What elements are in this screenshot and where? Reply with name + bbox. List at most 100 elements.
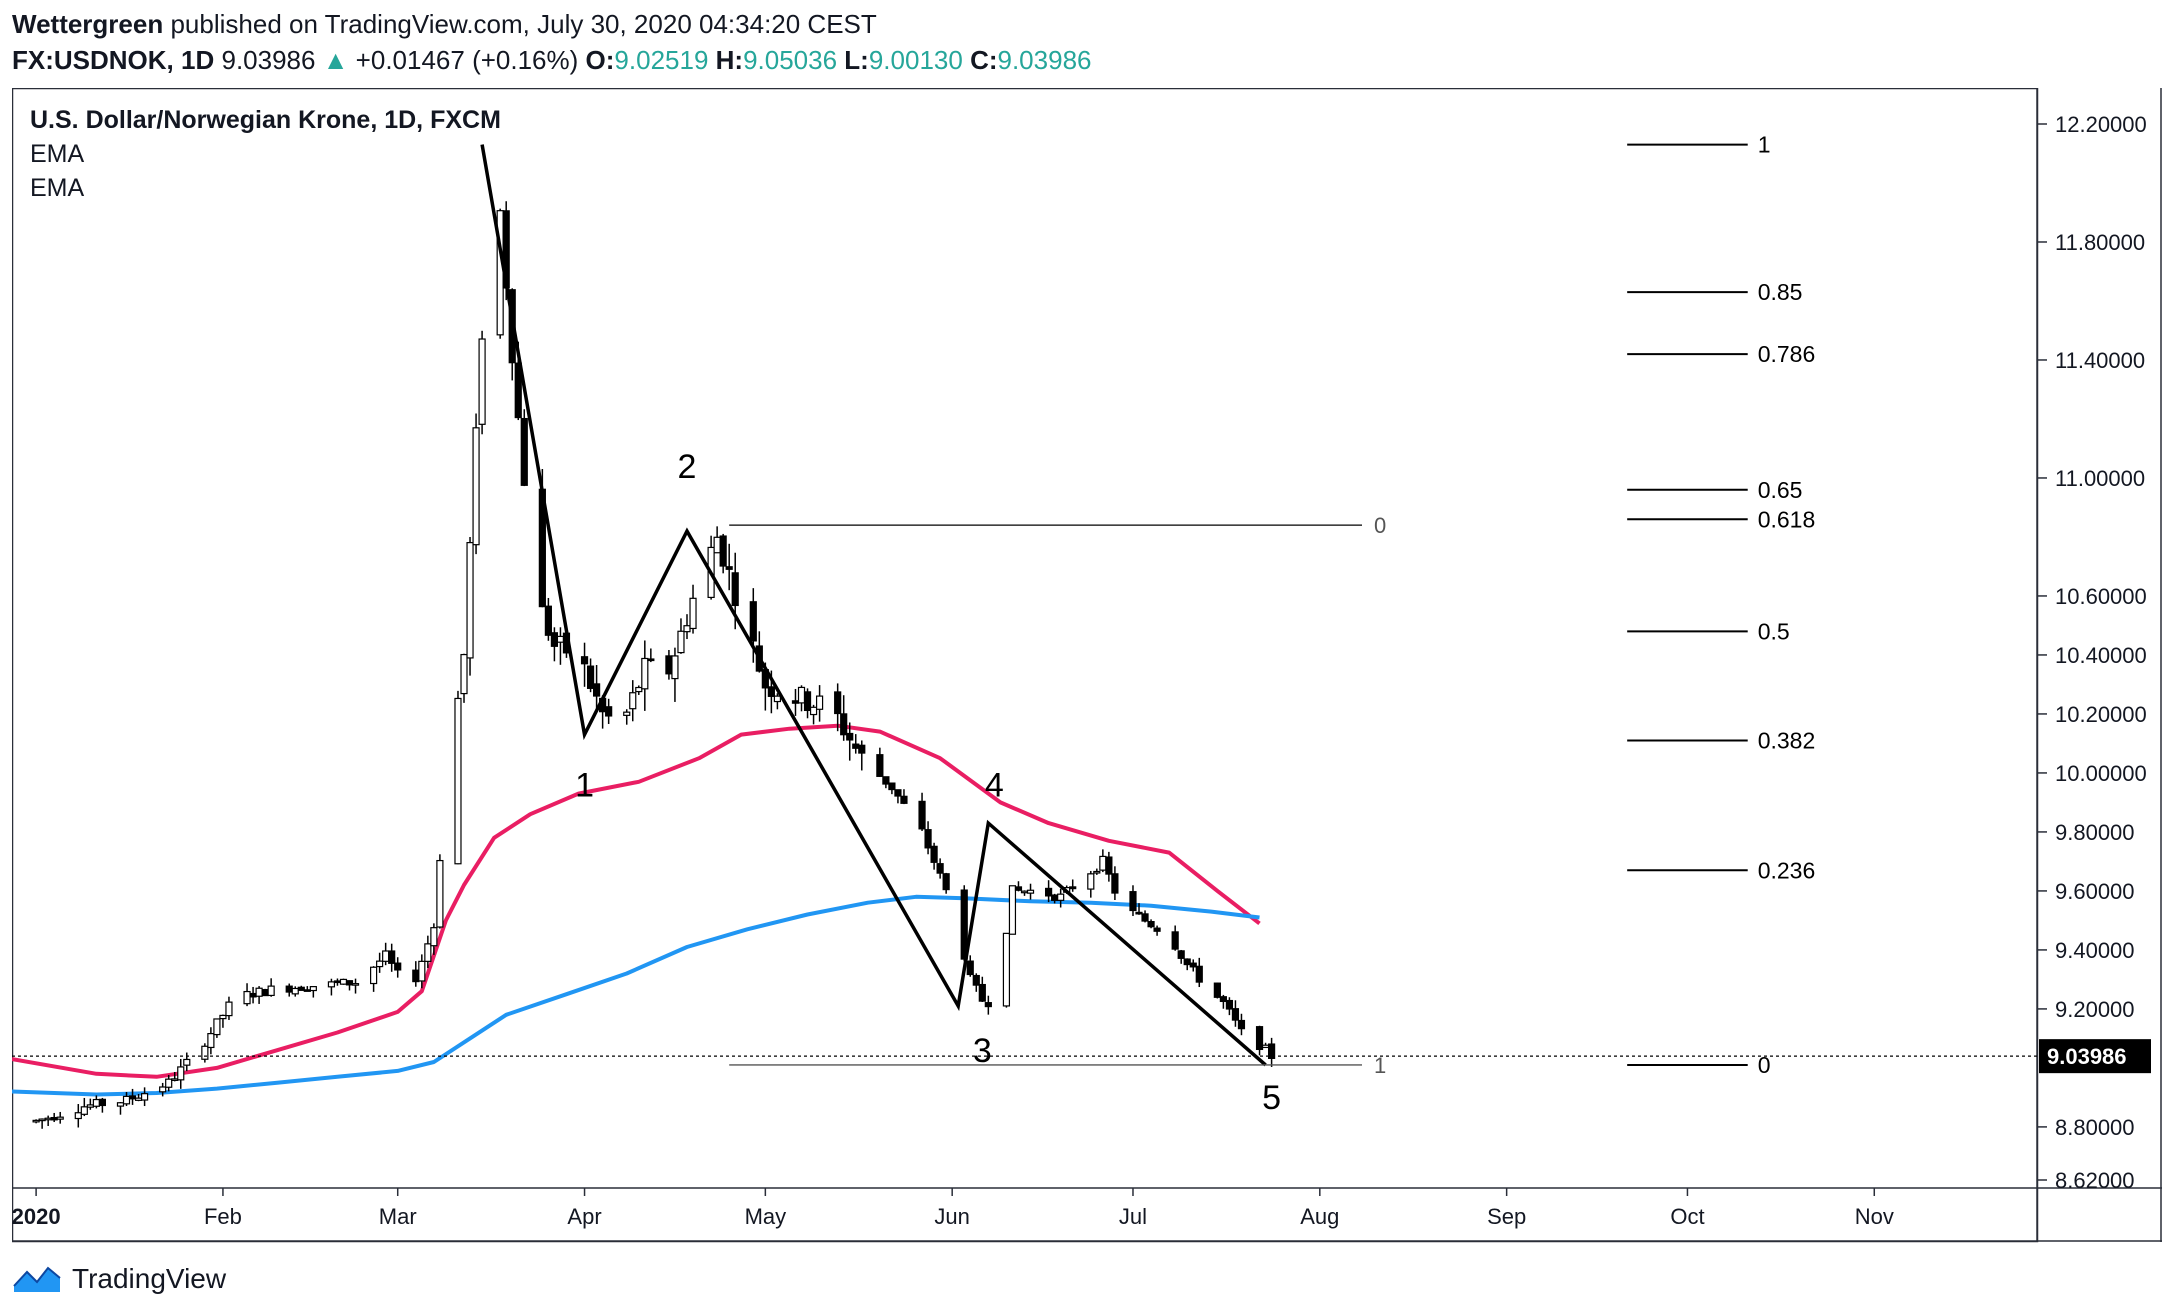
candle-body xyxy=(713,536,721,554)
candle-body xyxy=(460,653,468,695)
candle-body xyxy=(183,1058,191,1066)
tradingview-brand[interactable]: TradingView xyxy=(72,1263,227,1294)
candle-body xyxy=(1135,911,1143,915)
candle-body xyxy=(309,986,317,992)
candle-body xyxy=(201,1045,209,1060)
y-tick-label: 8.62000 xyxy=(2055,1168,2135,1193)
price-change: +0.01467 (+0.16%) xyxy=(355,45,579,75)
candle-body xyxy=(924,829,932,849)
candle-body xyxy=(424,943,432,962)
candle-body xyxy=(984,1002,992,1008)
y-tick-label: 11.00000 xyxy=(2055,466,2145,491)
candle-body xyxy=(797,686,806,704)
candle-body xyxy=(1105,856,1113,875)
candle-body xyxy=(1225,999,1234,1010)
close-label: C: xyxy=(970,45,998,75)
y-tick-label: 8.80000 xyxy=(2055,1115,2135,1140)
candle-body xyxy=(556,635,565,643)
candle-body xyxy=(213,1018,221,1036)
candle-body xyxy=(1087,873,1095,890)
candle-body xyxy=(900,795,908,804)
legend-ema-2[interactable]: EMA xyxy=(30,174,85,202)
candle-body xyxy=(731,572,739,607)
candle-body xyxy=(767,686,775,697)
candle-body xyxy=(1177,950,1185,959)
candle-body xyxy=(1267,1043,1276,1059)
candle-body xyxy=(333,980,342,984)
candle-body xyxy=(98,1098,107,1107)
candle-body xyxy=(918,800,926,830)
fib-level-label: 0.786 xyxy=(1758,341,1816,367)
candle-body xyxy=(243,990,251,1005)
last-price-label: 9.03986 xyxy=(2047,1044,2127,1069)
candle-body xyxy=(629,692,637,710)
candle-body xyxy=(285,985,293,993)
candle-body xyxy=(134,1097,143,1101)
candle-body xyxy=(454,697,462,865)
y-tick-label: 10.40000 xyxy=(2055,643,2147,668)
candle-body xyxy=(291,987,299,995)
candle-body xyxy=(38,1118,46,1122)
x-tick-label: Oct xyxy=(1670,1204,1704,1229)
symbol-label[interactable]: FX:USDNOK, 1D xyxy=(12,45,215,75)
y-tick-label: 10.20000 xyxy=(2055,702,2147,727)
candle-body xyxy=(128,1095,137,1100)
candle-body xyxy=(466,542,474,659)
wave-label: 2 xyxy=(678,448,697,486)
candle-body xyxy=(249,992,257,998)
published-info: published on TradingView.com, July 30, 2… xyxy=(170,9,877,39)
price-chart[interactable]: 1 2 3 4 5 1 0.85 0.786 0.65 0.618 0.5 0.382 0.236 0 0 1… xyxy=(12,87,2162,1248)
candle-body xyxy=(219,1014,227,1020)
candle-body xyxy=(32,1119,40,1123)
candle-body xyxy=(942,873,950,891)
candle-body xyxy=(840,713,848,736)
x-tick-label: Jun xyxy=(934,1204,969,1229)
candle-body xyxy=(1255,1026,1264,1051)
candle-body xyxy=(376,960,384,968)
candle-body xyxy=(1020,890,1029,894)
legend-ema-1[interactable]: EMA xyxy=(30,140,85,168)
candle-body xyxy=(122,1095,131,1105)
candle-body xyxy=(936,863,944,874)
candle-body xyxy=(894,789,902,797)
fib-level-label: 0 xyxy=(1758,1052,1771,1078)
chart-frame[interactable]: 1 2 3 4 5 1 0.85 0.786 0.65 0.618 0.5 0.382 0.236 0 0 1… xyxy=(12,87,2162,1253)
footer: TradingView xyxy=(12,1262,226,1296)
wave-label: 3 xyxy=(973,1032,992,1070)
candle-body xyxy=(1171,931,1179,950)
price-axis[interactable]: 12.20000 11.80000 11.40000 11.00000 10.60000… xyxy=(2037,112,2147,1193)
candle-body xyxy=(605,706,613,717)
x-tick-label: 2020 xyxy=(12,1204,61,1229)
wave-label: 4 xyxy=(985,767,1004,805)
candle-body xyxy=(382,950,390,962)
candle-body xyxy=(930,845,938,863)
candle-body xyxy=(1099,855,1107,871)
candle-body xyxy=(671,655,679,680)
candle-body xyxy=(719,535,727,567)
fib-level-label: 0.65 xyxy=(1758,477,1803,503)
candle-body xyxy=(207,1033,215,1049)
candle-body xyxy=(791,700,800,704)
candle-body xyxy=(1189,962,1197,968)
low-value: 9.00130 xyxy=(868,45,963,75)
candle-body xyxy=(1026,889,1035,894)
y-tick-label: 11.40000 xyxy=(2055,348,2145,373)
time-axis[interactable]: 2020 Feb Mar Apr May Jun Jul Aug Sep Oct Nov xyxy=(12,1188,1894,1229)
candle-body xyxy=(834,691,842,715)
candle-body xyxy=(159,1086,167,1093)
candle-body xyxy=(592,683,601,697)
fib-level-label: 0.5 xyxy=(1758,618,1790,644)
candle-body xyxy=(140,1093,149,1101)
y-tick-label: 9.20000 xyxy=(2055,997,2135,1022)
candle-body xyxy=(56,1116,64,1120)
candle-body xyxy=(858,744,866,754)
open-label: O: xyxy=(585,45,615,75)
candle-body xyxy=(815,695,824,710)
candle-body xyxy=(623,711,631,716)
candle-body xyxy=(978,983,986,1002)
fib-extension-label: 1 xyxy=(1374,1053,1386,1078)
author-name[interactable]: Wettergreen xyxy=(12,9,164,39)
candle-body xyxy=(514,362,522,419)
y-tick-label: 11.80000 xyxy=(2055,230,2145,255)
candle-body xyxy=(544,605,552,636)
